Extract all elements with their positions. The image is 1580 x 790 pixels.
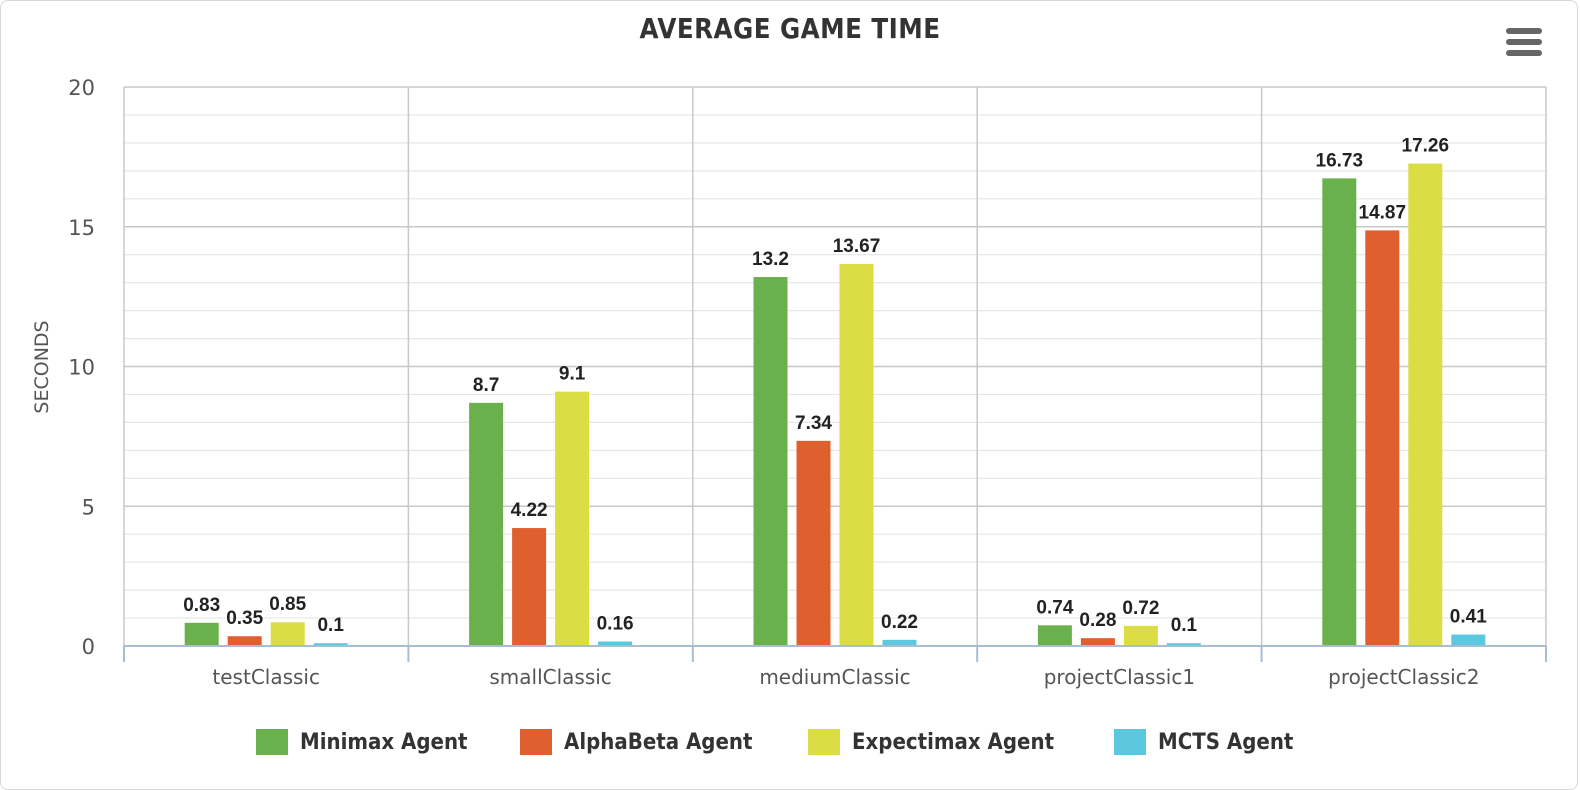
hamburger-menu-icon[interactable] [1506,28,1542,58]
legend-item[interactable]: Expectimax Agent [808,722,1076,762]
y-tick-label: 5 [82,495,95,519]
x-tick-label: projectClassic2 [1328,665,1479,689]
bar[interactable] [1322,178,1357,647]
menu-bar-top [1506,28,1542,34]
bar[interactable] [882,639,917,646]
legend-swatch [808,729,840,755]
menu-bar-bottom [1506,50,1542,56]
legend-label: Minimax Agent [300,729,468,755]
y-tick-label: 20 [68,76,95,100]
bar[interactable] [598,641,633,646]
data-label: 8.7 [473,375,499,396]
y-tick-label: 10 [68,356,95,380]
x-tick-label: smallClassic [489,665,611,689]
bar[interactable] [796,440,831,646]
menu-bar-middle [1506,39,1542,45]
bar[interactable] [184,622,219,646]
data-label: 0.35 [226,608,263,629]
data-label: 13.67 [833,236,881,257]
legend: Minimax Agent AlphaBeta Agent Expectimax A… [0,722,1580,762]
legend-item[interactable]: Minimax Agent [256,722,486,762]
data-label: 0.1 [1171,615,1198,636]
y-axis-tick-labels: 0 5 10 15 20 [68,76,95,659]
legend-item[interactable]: AlphaBeta Agent [520,722,773,762]
bar[interactable] [1080,638,1115,646]
legend-swatch [256,729,288,755]
legend-item[interactable]: MCTS Agent [1114,722,1308,762]
bar[interactable] [270,622,305,646]
minor-gridlines [124,114,1546,619]
data-label: 4.22 [511,500,548,521]
data-label: 16.73 [1316,150,1364,171]
data-label: 7.34 [795,413,832,434]
bar[interactable] [753,277,788,646]
x-tick-label: mediumClassic [759,665,910,689]
y-tick-label: 0 [82,635,95,659]
data-label: 17.26 [1402,136,1450,157]
bars [184,163,1486,647]
data-label: 9.1 [559,364,586,385]
data-label: 0.74 [1036,597,1073,618]
legend-label: MCTS Agent [1158,729,1294,755]
bar[interactable] [1365,230,1400,647]
data-label: 0.16 [597,614,634,635]
data-label: 0.85 [269,594,306,615]
legend-label: AlphaBeta Agent [564,729,753,755]
bar[interactable] [227,636,262,646]
data-label: 13.2 [752,249,789,270]
data-label: 0.83 [183,595,220,616]
data-label: 0.28 [1079,610,1116,631]
data-labels: 0.83 0.35 0.85 0.1 8.7 4.22 9.1 0.16 13.2 7.34 13.… [183,136,1487,637]
legend-swatch [1114,729,1146,755]
bar[interactable] [555,391,590,646]
bar[interactable] [1408,163,1443,646]
x-axis-tick-labels: testClassic smallClassic mediumClassic proj… [212,665,1479,689]
data-label: 0.22 [881,612,918,633]
y-axis-title: SECONDS [31,320,53,413]
data-label: 0.72 [1122,598,1159,619]
legend-label: Expectimax Agent [852,729,1055,755]
data-label: 0.41 [1450,607,1487,628]
bar[interactable] [512,528,547,646]
x-tick-label: projectClassic1 [1044,665,1195,689]
x-axis [123,645,1547,662]
data-label: 14.87 [1359,202,1407,223]
bar[interactable] [469,402,504,646]
legend-swatch [520,729,552,755]
bar[interactable] [1451,634,1486,646]
bar[interactable] [1166,643,1201,646]
chart-title: AVERAGE GAME TIME [639,12,941,45]
bar[interactable] [839,263,874,646]
category-gridlines [123,87,1547,646]
bar[interactable] [313,643,348,646]
bar[interactable] [1037,625,1072,646]
x-tick-label: testClassic [212,665,320,689]
bar[interactable] [1123,625,1158,646]
data-label: 0.1 [317,615,344,636]
bar-chart: 0 5 10 15 20 0.83 0.35 0.85 0.1 8.7 4.22 9.1 0.16 13… [31,76,1547,689]
y-tick-label: 15 [68,216,95,240]
